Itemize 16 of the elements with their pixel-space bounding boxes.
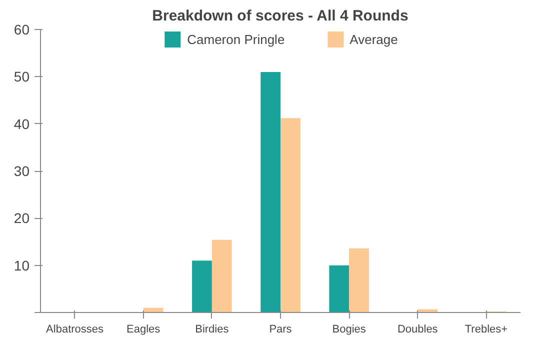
y-tick-label: 20 xyxy=(14,210,30,226)
x-tick-label: Pars xyxy=(269,324,292,336)
x-tick-label: Birdies xyxy=(195,324,230,336)
legend-label: Cameron Pringle xyxy=(187,32,285,46)
x-tick-label: Albatrosses xyxy=(46,324,104,336)
y-tick-label: 30 xyxy=(14,163,30,179)
x-tick-label: Bogies xyxy=(332,324,366,336)
chart-title: Breakdown of scores - All 4 Rounds xyxy=(152,8,408,24)
y-tick-label: 40 xyxy=(14,116,30,132)
x-tick-label: Trebles+ xyxy=(464,324,508,336)
y-tick-label: 50 xyxy=(14,68,30,85)
x-tick-label: Doubles xyxy=(397,324,438,336)
x-tick-label: Eagles xyxy=(126,324,161,336)
y-tick-label: 10 xyxy=(14,257,30,274)
y-tick-label: 60 xyxy=(14,22,30,38)
legend-label: Average xyxy=(350,32,398,46)
